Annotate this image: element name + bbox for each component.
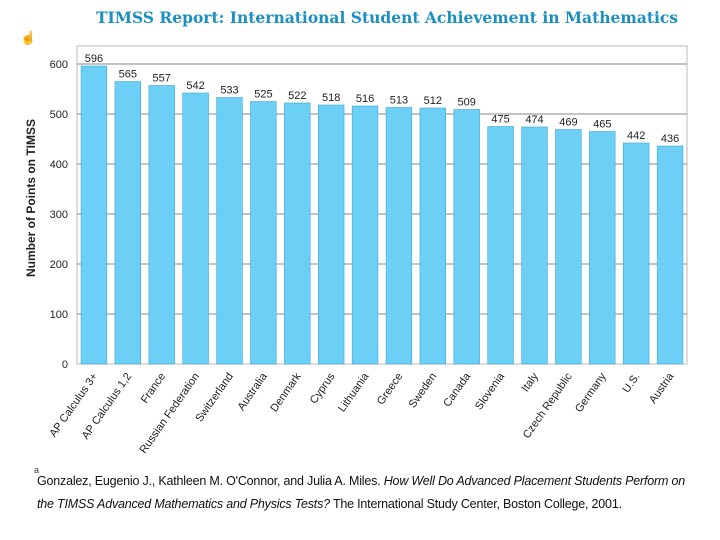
bar: [216, 97, 243, 365]
data-label: 596: [85, 53, 103, 65]
x-tick-label: France: [139, 371, 168, 406]
bar: [148, 85, 175, 365]
citation-marker: a: [34, 465, 40, 475]
data-label: 475: [491, 114, 509, 126]
bar: [351, 105, 379, 365]
y-tick-label: 600: [50, 59, 68, 71]
data-label: 465: [593, 119, 611, 131]
y-tick-label: 200: [50, 259, 68, 271]
y-tick-label: 100: [50, 309, 68, 321]
data-label: 436: [661, 133, 679, 145]
data-label: 542: [186, 80, 204, 92]
x-tick-label: Austria: [647, 370, 677, 406]
citation-publisher: The International Study Center, Boston C…: [329, 497, 622, 511]
x-tick-label: Greece: [375, 371, 406, 407]
bar: [656, 145, 684, 365]
y-tick-label: 0: [62, 359, 68, 371]
citation-authors: Gonzalez, Eugenio J., Kathleen M. O'Conn…: [37, 474, 384, 488]
bar: [114, 81, 142, 365]
bar: [80, 65, 108, 365]
bar: [487, 126, 514, 365]
data-label: 525: [254, 89, 272, 101]
bar: [555, 129, 582, 365]
bar: [589, 131, 616, 365]
x-tick-label: Denmark: [268, 370, 304, 414]
bar: [521, 126, 548, 365]
bar: [284, 102, 311, 365]
data-label: 509: [458, 97, 476, 109]
x-tick-label: Lithuania: [336, 370, 372, 414]
bar: [419, 107, 447, 365]
x-tick-label: Slovenia: [473, 370, 508, 412]
x-tick-label: Germany: [573, 370, 609, 414]
data-label: 442: [627, 130, 645, 142]
x-tick-label: U.S.: [621, 371, 643, 395]
cursor-icon: ☝: [20, 30, 37, 45]
data-label: 557: [153, 73, 171, 85]
y-tick-label: 300: [50, 209, 68, 221]
y-tick-label: 400: [50, 159, 68, 171]
x-tick-label: Russian Federation: [138, 371, 203, 456]
data-label: 512: [424, 95, 442, 107]
data-label: 513: [390, 95, 408, 107]
x-tick-label: Cyprus: [308, 370, 338, 406]
bar: [250, 101, 277, 365]
data-label: 469: [559, 117, 577, 129]
data-label: 565: [119, 69, 137, 81]
data-label: 474: [525, 114, 543, 126]
chart-title: TIMSS Report: International Student Achi…: [96, 8, 679, 27]
y-tick-label: 500: [50, 109, 68, 121]
x-tick-label: Canada: [441, 370, 473, 409]
x-tick-label: Sweden: [407, 371, 440, 410]
bar: [453, 109, 480, 365]
x-tick-label: Australia: [235, 370, 270, 413]
bar: [385, 107, 413, 365]
data-label: 518: [322, 92, 340, 104]
bar: [182, 92, 209, 365]
bar: [622, 142, 650, 365]
citation: Gonzalez, Eugenio J., Kathleen M. O'Conn…: [37, 470, 697, 516]
data-label: 516: [356, 93, 374, 105]
plot-area: [76, 45, 688, 365]
x-tick-label: Italy: [520, 370, 542, 394]
bar: [317, 104, 345, 365]
data-label: 522: [288, 90, 306, 102]
data-label: 533: [220, 85, 238, 97]
citation-title: How Well Do Advanced Placement Students …: [37, 474, 685, 511]
